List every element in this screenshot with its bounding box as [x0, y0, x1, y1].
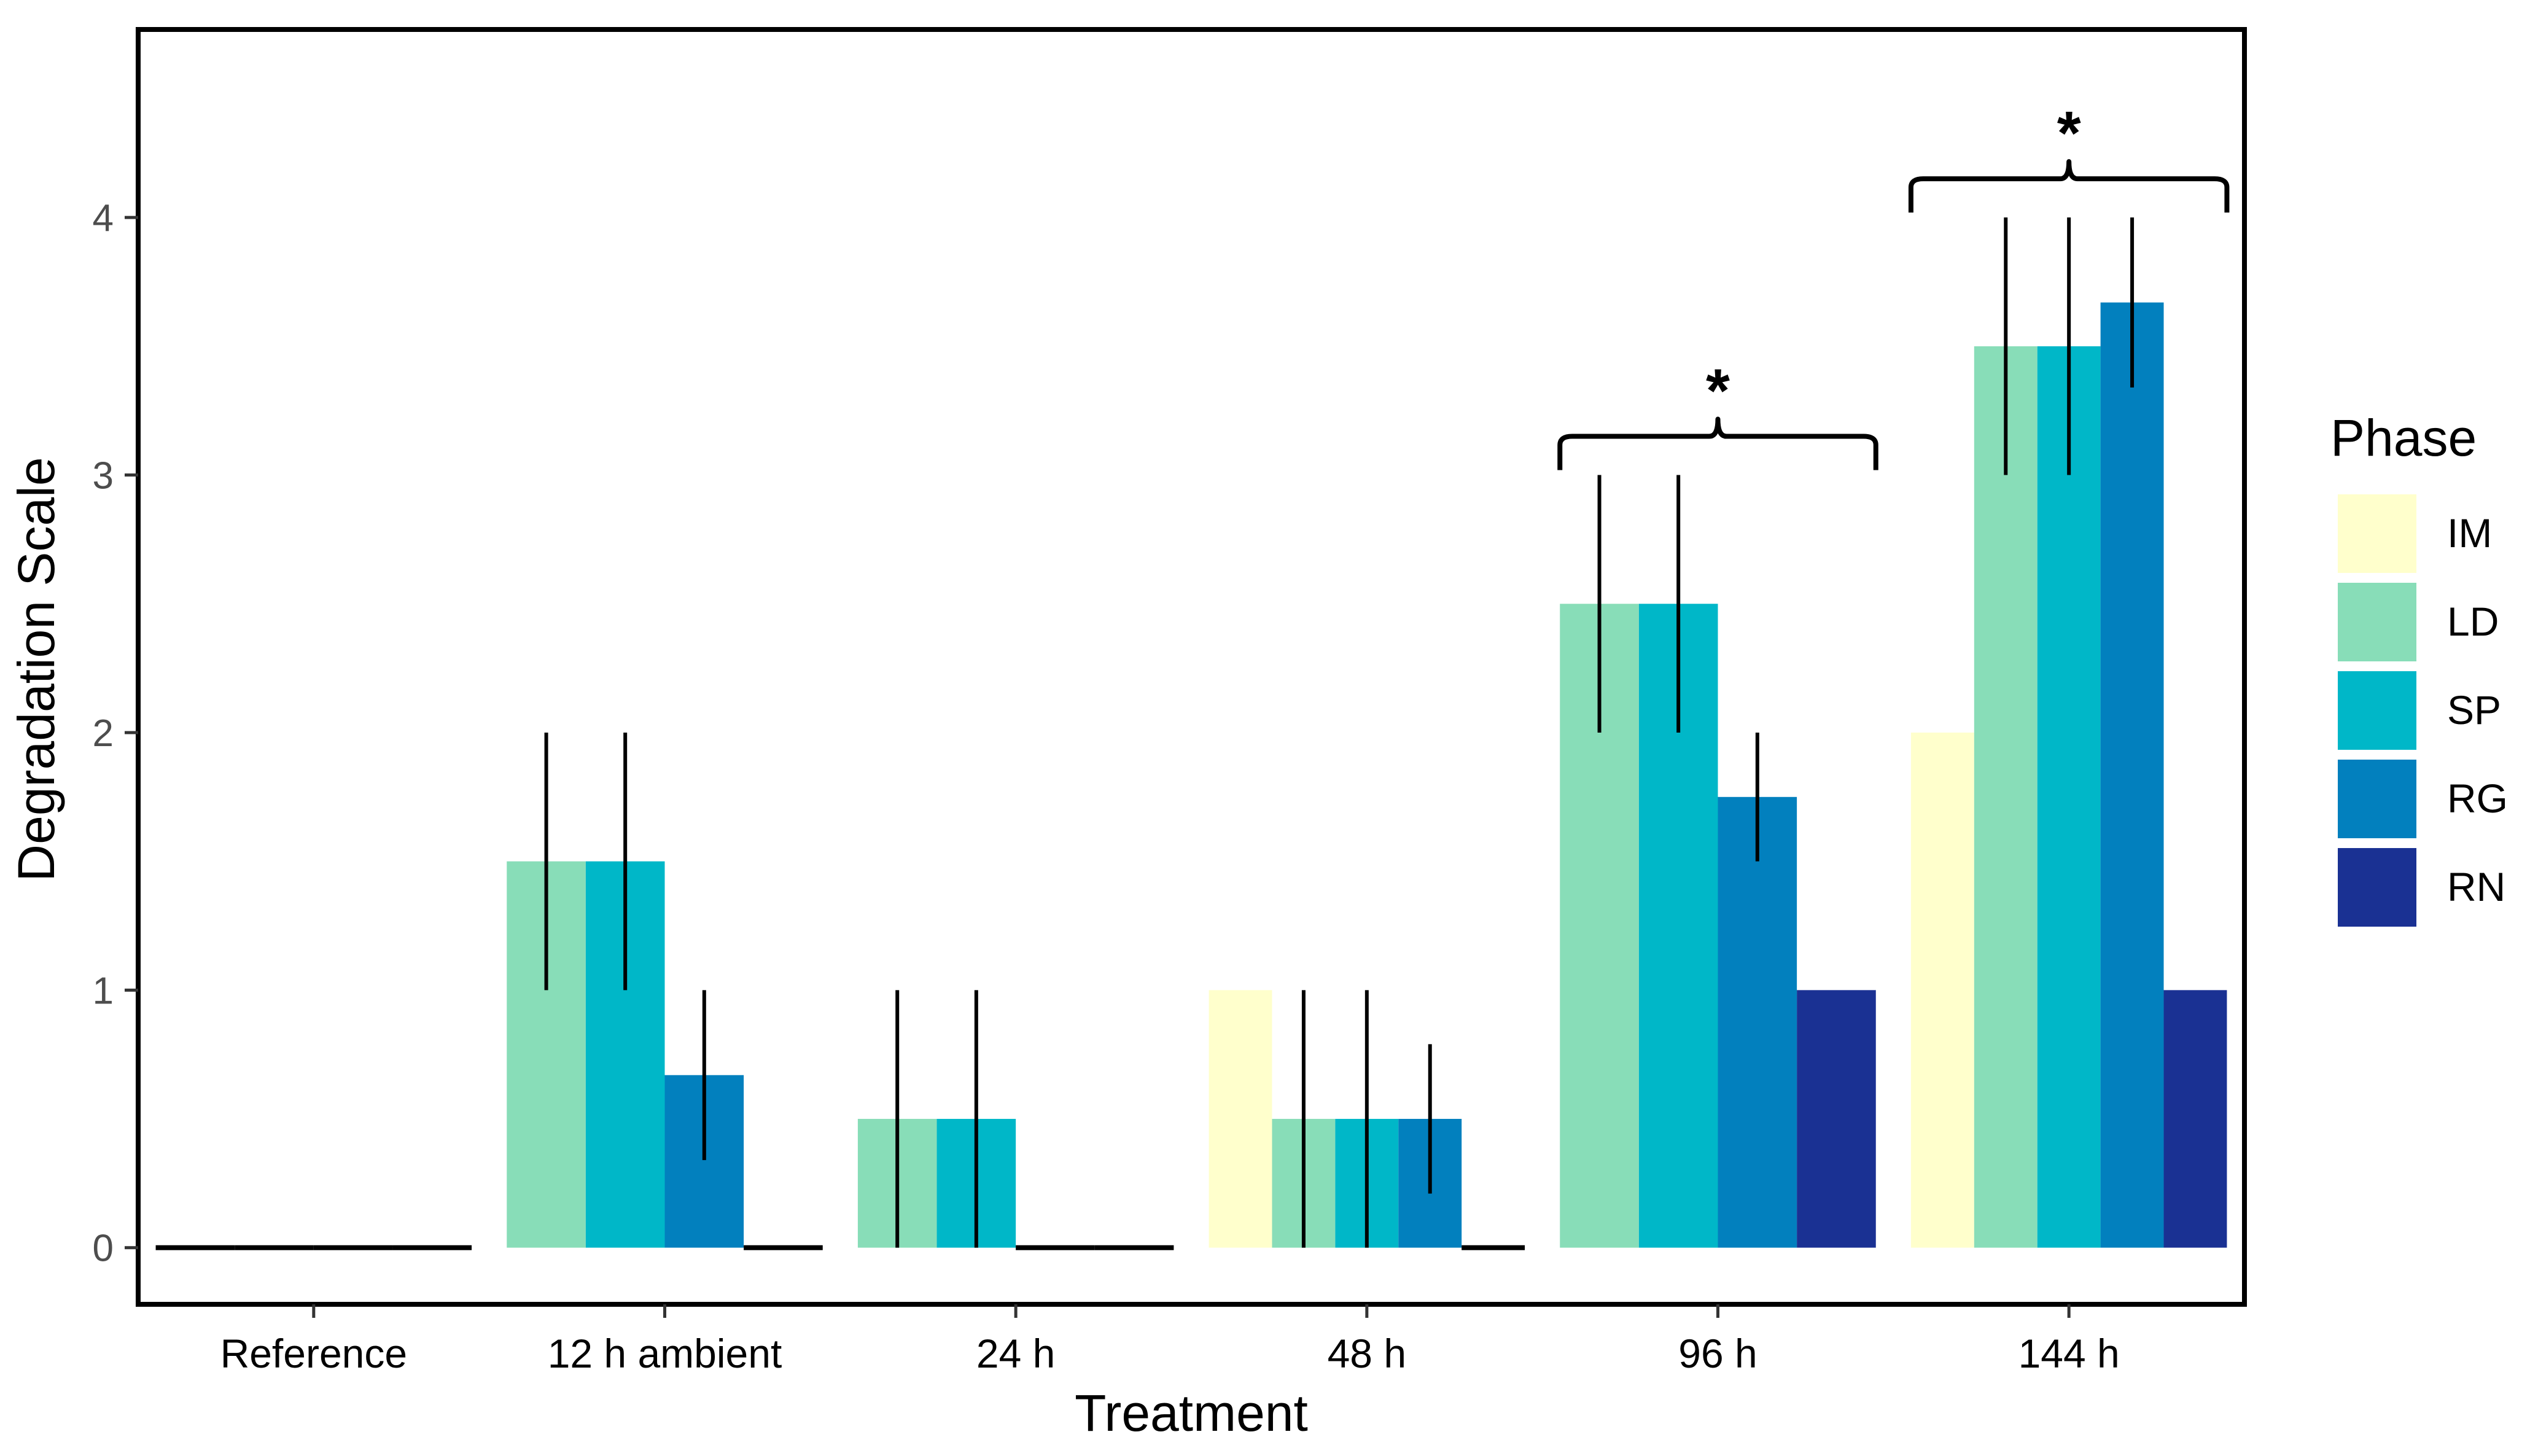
legend-label-im: IM [2447, 510, 2492, 556]
bar-144-h-rn [2163, 990, 2227, 1248]
legend-label-ld: LD [2447, 599, 2499, 644]
y-tick-label-1: 1 [93, 970, 114, 1012]
significance-star-96-h: * [1706, 357, 1730, 426]
bar-144-h-ld [1974, 346, 2038, 1248]
bar-144-h-rg [2100, 302, 2164, 1248]
legend-key-im [2338, 494, 2416, 573]
legend-title: Phase [2330, 409, 2477, 467]
x-axis-title: Treatment [1075, 1384, 1308, 1442]
x-tick-label-12-h-ambient: 12 h ambient [548, 1331, 782, 1376]
x-tick-label-144-h: 144 h [2018, 1331, 2120, 1376]
legend-label-rn: RN [2447, 864, 2505, 909]
y-tick-label-2: 2 [93, 712, 114, 755]
x-tick-label-reference: Reference [220, 1331, 408, 1376]
y-axis-title: Degradation Scale [7, 457, 65, 881]
y-tick-label-4: 4 [93, 197, 114, 239]
legend-key-rg [2338, 760, 2416, 838]
plot-border [136, 27, 2247, 1307]
y-tick-label-0: 0 [93, 1228, 114, 1270]
x-tick-label-48-h: 48 h [1328, 1331, 1406, 1376]
y-tick-label-3: 3 [93, 455, 114, 497]
bar-144-h-im [1910, 732, 1974, 1248]
bar-96-h-rn [1797, 990, 1876, 1248]
x-tick-label-96-h: 96 h [1678, 1331, 1757, 1376]
y-axis: 0 1 2 3 4 [93, 197, 138, 1270]
significance-layer: ** [1557, 99, 2230, 470]
significance-star-144-h: * [2057, 99, 2081, 168]
bar-96-h-rg [1718, 796, 1797, 1248]
errorbars-layer [544, 217, 2135, 1248]
plot-panel [136, 27, 2247, 1307]
bars-layer [155, 302, 2227, 1250]
legend-label-sp: SP [2447, 687, 2501, 733]
legend-key-rn [2338, 848, 2416, 927]
legend-key-ld [2338, 583, 2416, 661]
bar-144-h-sp [2037, 346, 2101, 1248]
bar-48-h-im [1209, 990, 1272, 1248]
significance-brace-144-h [1908, 159, 2230, 213]
significance-brace-96-h [1557, 416, 1878, 470]
x-tick-label-24-h: 24 h [976, 1331, 1055, 1376]
legend: Phase IM LD SP RG RN [2330, 409, 2508, 927]
legend-label-rg: RG [2447, 776, 2508, 821]
x-axis: Reference 12 h ambient 24 h 48 h 96 h 144 h [220, 1304, 2120, 1376]
legend-key-sp [2338, 671, 2416, 750]
